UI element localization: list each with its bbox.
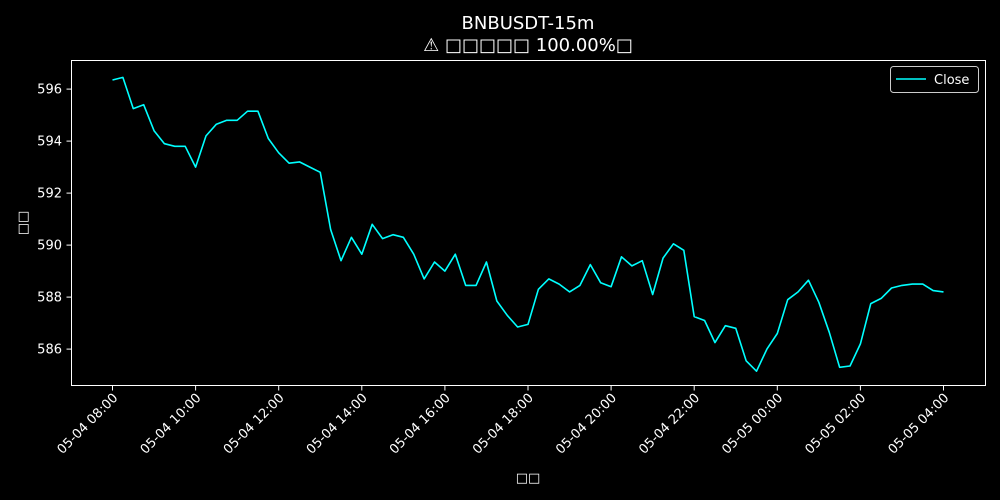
legend: Close <box>890 66 979 93</box>
y-axis-label: □□ <box>16 211 31 236</box>
chart-title: BNBUSDT-15m <box>462 13 595 34</box>
y-tick-label: 586 <box>37 343 62 358</box>
y-tick-label: 592 <box>37 187 62 202</box>
x-axis-label: □□ <box>516 471 541 486</box>
y-axis: 586 588 590 592 594 596 <box>37 83 72 358</box>
y-tick-label: 596 <box>37 83 62 98</box>
chart-subtitle: ⚠ □□□□□ 100.00%□ <box>423 35 633 56</box>
legend-label-close: Close <box>934 73 969 88</box>
legend-box <box>890 66 979 93</box>
y-tick-label: 588 <box>37 291 62 306</box>
series-line-close <box>112 76 944 372</box>
y-tick-label: 590 <box>37 239 62 254</box>
y-tick-label: 594 <box>37 135 62 150</box>
